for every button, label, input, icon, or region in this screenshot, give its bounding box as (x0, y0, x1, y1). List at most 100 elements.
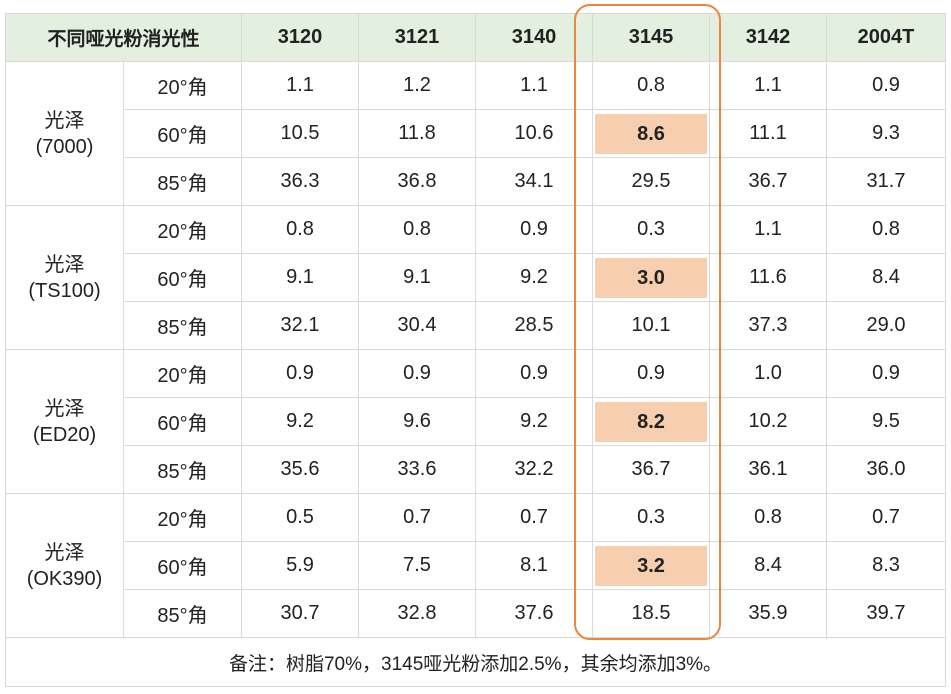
value-cell: 39.7 (826, 589, 947, 638)
angle-label: 60°角 (122, 397, 243, 446)
header-col-3121: 3121 (358, 13, 477, 62)
value-cell: 10.5 (241, 109, 360, 158)
value-cell: 1.1 (475, 61, 594, 110)
value-cell: 34.1 (475, 157, 594, 206)
value-cell: 8.4 (709, 541, 828, 590)
table-row: 60°角 10.5 11.8 10.6 8.6 11.1 9.3 (6, 109, 947, 158)
angle-label: 20°角 (122, 205, 243, 254)
group-label-line: (ED20) (32, 423, 97, 446)
group-label-line: (OK390) (26, 567, 103, 590)
value-cell: 9.1 (358, 253, 477, 302)
value-cell: 36.0 (826, 445, 947, 494)
value-cell: 1.0 (709, 349, 828, 398)
value-cell: 32.2 (475, 445, 594, 494)
note-text: 备注：树脂70%，3145哑光粉添加2.5%，其余均添加3%。 (4, 637, 947, 687)
group-label-line: 光泽 (44, 253, 85, 276)
value-cell: 0.8 (826, 205, 947, 254)
value-cell: 0.9 (592, 349, 711, 398)
table-row: 60°角 9.2 9.6 9.2 8.2 10.2 9.5 (6, 397, 947, 446)
value-cell: 0.3 (592, 205, 711, 254)
table-row: 85°角 35.6 33.6 32.2 36.7 36.1 36.0 (6, 445, 947, 494)
value-cell: 9.3 (826, 109, 947, 158)
value-cell: 32.1 (241, 301, 360, 350)
value-cell: 37.3 (709, 301, 828, 350)
value-cell: 1.1 (709, 205, 828, 254)
highlighted-cell: 8.6 (592, 109, 711, 158)
value-cell: 32.8 (358, 589, 477, 638)
group-label-line: (TS100) (28, 279, 101, 302)
header-col-3142: 3142 (709, 13, 828, 62)
value-cell: 30.4 (358, 301, 477, 350)
value-cell: 1.1 (241, 61, 360, 110)
table-row: 光泽 (ED20) 20°角 0.9 0.9 0.9 0.9 1.0 0.9 (5, 349, 947, 494)
header-corner: 不同哑光粉消光性 (4, 13, 243, 62)
value-cell: 1.1 (709, 61, 828, 110)
table-row: 85°角 32.1 30.4 28.5 10.1 37.3 29.0 (6, 301, 947, 350)
header-col-3120: 3120 (241, 13, 360, 62)
group-label-line: 光泽 (44, 397, 85, 420)
header-col-3140: 3140 (475, 13, 594, 62)
table-row: 60°角 5.9 7.5 8.1 3.2 8.4 8.3 (6, 541, 947, 590)
group-label-line: 光泽 (44, 109, 85, 132)
table-row: 光泽 (TS100) 20°角 0.8 0.8 0.9 0.3 1.1 0.8 (5, 205, 947, 350)
value-cell: 29.5 (592, 157, 711, 206)
highlighted-value: 3.2 (595, 545, 708, 586)
value-cell: 36.7 (592, 445, 711, 494)
value-cell: 36.1 (709, 445, 828, 494)
value-cell: 10.1 (592, 301, 711, 350)
value-cell: 0.9 (475, 205, 594, 254)
group-label: 光泽 (OK390) (5, 493, 124, 638)
value-cell: 28.5 (475, 301, 594, 350)
table-row: 85°角 30.7 32.8 37.6 18.5 35.9 39.7 (6, 589, 947, 638)
value-cell: 33.6 (358, 445, 477, 494)
value-cell: 0.9 (826, 61, 947, 110)
highlighted-value: 3.0 (595, 257, 708, 298)
value-cell: 0.9 (358, 349, 477, 398)
group-label: 光泽 (7000) (5, 61, 124, 206)
value-cell: 5.9 (241, 541, 360, 590)
angle-label: 85°角 (122, 589, 243, 638)
value-cell: 31.7 (826, 157, 947, 206)
table-row: 85°角 36.3 36.8 34.1 29.5 36.7 31.7 (6, 157, 947, 206)
group-label: 光泽 (ED20) (5, 349, 124, 494)
gloss-comparison-table: 不同哑光粉消光性 3120 3121 3140 3145 3142 2004T … (4, 13, 947, 687)
value-cell: 0.9 (475, 349, 594, 398)
angle-label: 20°角 (122, 61, 243, 110)
value-cell: 0.7 (358, 493, 477, 542)
value-cell: 0.9 (826, 349, 947, 398)
value-cell: 7.5 (358, 541, 477, 590)
value-cell: 0.8 (709, 493, 828, 542)
value-cell: 0.9 (241, 349, 360, 398)
value-cell: 37.6 (475, 589, 594, 638)
header-col-2004t: 2004T (826, 13, 947, 62)
highlighted-cell: 3.0 (592, 253, 711, 302)
value-cell: 36.7 (709, 157, 828, 206)
table-row: 光泽 (OK390) 20°角 0.5 0.7 0.7 0.3 0.8 0.7 (5, 493, 947, 638)
value-cell: 9.1 (241, 253, 360, 302)
value-cell: 0.7 (475, 493, 594, 542)
value-cell: 9.2 (475, 397, 594, 446)
highlighted-cell: 8.2 (592, 397, 711, 446)
value-cell: 11.1 (709, 109, 828, 158)
value-cell: 0.3 (592, 493, 711, 542)
header-col-3145: 3145 (592, 13, 711, 62)
value-cell: 9.6 (358, 397, 477, 446)
value-cell: 8.3 (826, 541, 947, 590)
value-cell: 0.5 (241, 493, 360, 542)
highlighted-value: 8.2 (595, 401, 708, 442)
angle-label: 20°角 (122, 493, 243, 542)
header-row: 不同哑光粉消光性 3120 3121 3140 3145 3142 2004T (4, 13, 947, 62)
value-cell: 0.8 (241, 205, 360, 254)
group-label-line: 光泽 (44, 541, 85, 564)
value-cell: 8.4 (826, 253, 947, 302)
angle-label: 85°角 (122, 301, 243, 350)
value-cell: 9.2 (241, 397, 360, 446)
table-row: 60°角 9.1 9.1 9.2 3.0 11.6 8.4 (6, 253, 947, 302)
value-cell: 1.2 (358, 61, 477, 110)
value-cell: 18.5 (592, 589, 711, 638)
value-cell: 11.8 (358, 109, 477, 158)
angle-label: 60°角 (122, 109, 243, 158)
angle-label: 60°角 (122, 541, 243, 590)
value-cell: 10.6 (475, 109, 594, 158)
value-cell: 0.8 (592, 61, 711, 110)
